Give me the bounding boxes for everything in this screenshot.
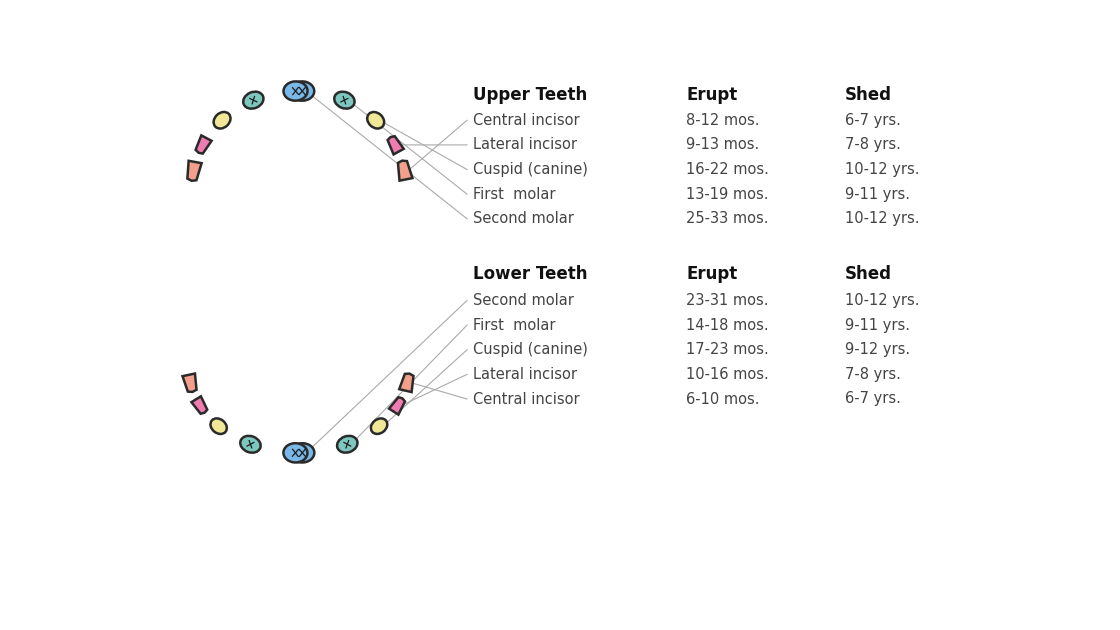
Ellipse shape xyxy=(290,444,315,462)
Polygon shape xyxy=(196,135,212,154)
Text: 16-22 mos.: 16-22 mos. xyxy=(687,162,769,177)
Text: 10-12 yrs.: 10-12 yrs. xyxy=(846,162,920,177)
Ellipse shape xyxy=(243,92,263,108)
Ellipse shape xyxy=(241,436,261,453)
Text: 10-12 yrs.: 10-12 yrs. xyxy=(846,293,920,308)
Text: First  molar: First molar xyxy=(474,186,556,202)
Text: 9-11 yrs.: 9-11 yrs. xyxy=(846,318,911,333)
Text: Second molar: Second molar xyxy=(474,293,575,308)
Text: Central incisor: Central incisor xyxy=(474,391,580,406)
Text: Cuspid (canine): Cuspid (canine) xyxy=(474,342,588,357)
Text: 6-10 mos.: 6-10 mos. xyxy=(687,391,759,406)
Text: 6-7 yrs.: 6-7 yrs. xyxy=(846,113,902,128)
Text: Erupt: Erupt xyxy=(687,86,738,104)
Text: 9-13 mos.: 9-13 mos. xyxy=(687,137,759,152)
Text: 10-16 mos.: 10-16 mos. xyxy=(687,367,769,382)
Text: Cuspid (canine): Cuspid (canine) xyxy=(474,162,588,177)
Polygon shape xyxy=(389,397,405,415)
Polygon shape xyxy=(399,374,413,392)
Polygon shape xyxy=(183,374,196,392)
Polygon shape xyxy=(388,136,403,154)
Text: 8-12 mos.: 8-12 mos. xyxy=(687,113,759,128)
Text: 10-12 yrs.: 10-12 yrs. xyxy=(846,211,920,226)
Text: 14-18 mos.: 14-18 mos. xyxy=(687,318,769,333)
Text: 7-8 yrs.: 7-8 yrs. xyxy=(846,367,902,382)
Text: 9-11 yrs.: 9-11 yrs. xyxy=(846,186,911,202)
Text: 25-33 mos.: 25-33 mos. xyxy=(687,211,768,226)
Text: 7-8 yrs.: 7-8 yrs. xyxy=(846,137,902,152)
Text: 13-19 mos.: 13-19 mos. xyxy=(687,186,768,202)
Polygon shape xyxy=(187,161,202,181)
Ellipse shape xyxy=(283,444,307,462)
Text: First  molar: First molar xyxy=(474,318,556,333)
Text: Second molar: Second molar xyxy=(474,211,575,226)
Text: 17-23 mos.: 17-23 mos. xyxy=(687,342,769,357)
Text: Erupt: Erupt xyxy=(687,265,738,284)
Text: Shed: Shed xyxy=(846,265,893,284)
Text: Upper Teeth: Upper Teeth xyxy=(474,86,588,104)
Ellipse shape xyxy=(337,436,357,453)
Text: Central incisor: Central incisor xyxy=(474,113,580,128)
Text: 9-12 yrs.: 9-12 yrs. xyxy=(846,342,911,357)
Ellipse shape xyxy=(367,112,384,129)
Text: Lower Teeth: Lower Teeth xyxy=(474,265,588,284)
Text: Lateral incisor: Lateral incisor xyxy=(474,367,577,382)
Ellipse shape xyxy=(283,81,308,101)
Polygon shape xyxy=(398,161,412,181)
Text: Shed: Shed xyxy=(846,86,893,104)
Ellipse shape xyxy=(334,92,355,108)
Text: 6-7 yrs.: 6-7 yrs. xyxy=(846,391,902,406)
Text: 23-31 mos.: 23-31 mos. xyxy=(687,293,768,308)
Ellipse shape xyxy=(211,418,227,434)
Text: Lateral incisor: Lateral incisor xyxy=(474,137,577,152)
Ellipse shape xyxy=(214,112,231,129)
Ellipse shape xyxy=(371,418,388,434)
Polygon shape xyxy=(192,396,207,414)
Ellipse shape xyxy=(290,81,315,101)
